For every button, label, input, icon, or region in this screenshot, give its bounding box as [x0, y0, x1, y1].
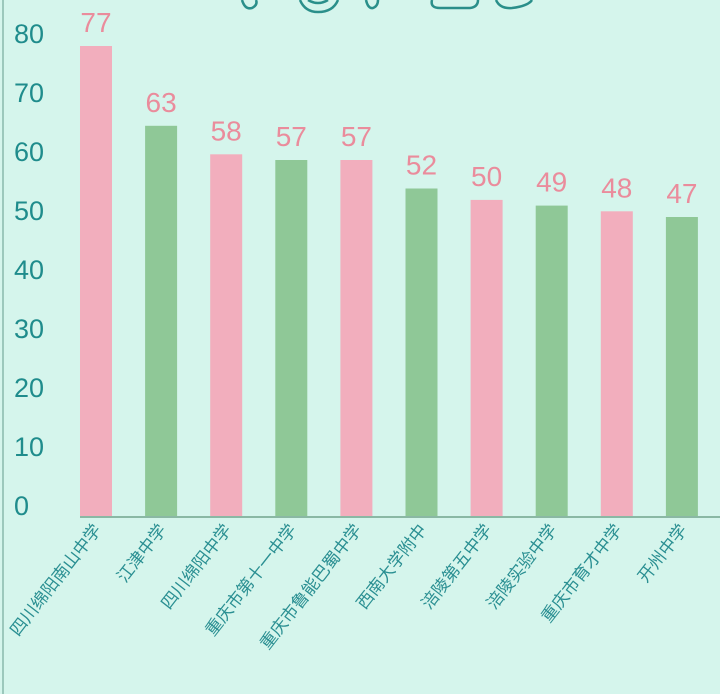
bar [535, 205, 568, 517]
data-label: 48 [601, 172, 632, 203]
bar [470, 199, 503, 517]
x-tick-label: 开州中学 [634, 521, 692, 587]
y-tick-label: 20 [14, 373, 44, 403]
bar [340, 160, 373, 517]
left-border [2, 0, 4, 694]
y-tick-label: 30 [14, 314, 44, 344]
y-tick-label: 10 [14, 432, 44, 462]
x-tick-label: 四川绵阳南山中学 [6, 521, 105, 640]
data-label: 50 [471, 161, 502, 192]
bar [145, 125, 178, 518]
bar [210, 154, 243, 518]
title-decoration [240, 0, 534, 14]
bar [405, 188, 438, 517]
bar [600, 211, 633, 518]
y-tick-label: 60 [14, 137, 44, 167]
data-label: 57 [341, 121, 372, 152]
y-tick-label: 0 [14, 491, 29, 521]
y-tick-label: 40 [14, 255, 44, 285]
bar [275, 160, 308, 517]
data-label: 77 [80, 7, 111, 38]
bar [80, 46, 112, 517]
data-label: 57 [276, 121, 307, 152]
y-tick-label: 50 [14, 196, 44, 226]
data-label: 47 [666, 178, 697, 209]
data-label: 52 [406, 150, 437, 181]
data-label: 49 [536, 167, 567, 198]
x-tick-label: 江津中学 [113, 521, 171, 587]
bar [665, 217, 698, 517]
y-tick-label: 70 [14, 78, 44, 108]
y-tick-label: 80 [14, 19, 44, 49]
data-label: 63 [146, 87, 177, 118]
data-label: 58 [211, 115, 242, 146]
